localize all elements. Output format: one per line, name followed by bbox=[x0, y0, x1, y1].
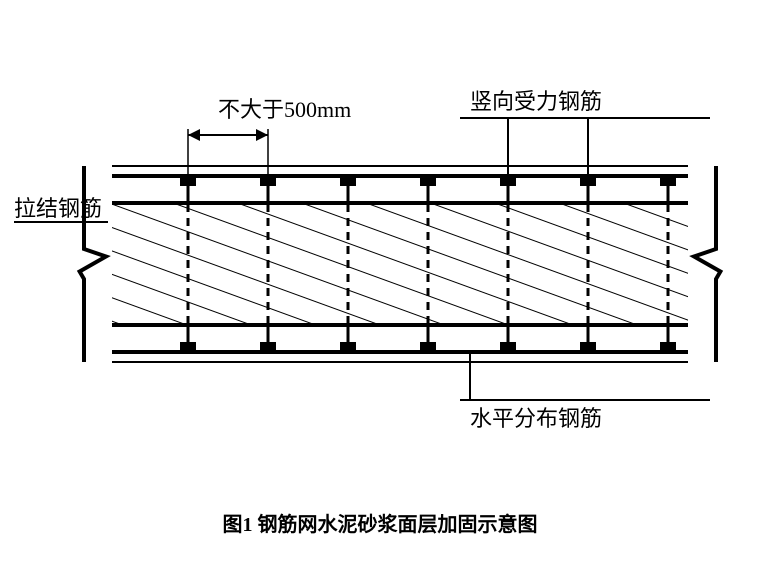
reinforcement-diagram: 不大于500mm 拉结钢筋 竖向受力钢筋水平分布钢筋 bbox=[0, 0, 760, 480]
figure-caption: 图1 钢筋网水泥砂浆面层加固示意图 bbox=[0, 508, 760, 537]
label-tie: 拉结钢筋 bbox=[14, 196, 102, 221]
label-horiz: 水平分布钢筋 bbox=[470, 406, 602, 431]
label-vert: 竖向受力钢筋 bbox=[470, 89, 602, 114]
dim-text: 不大于500mm bbox=[218, 97, 351, 122]
